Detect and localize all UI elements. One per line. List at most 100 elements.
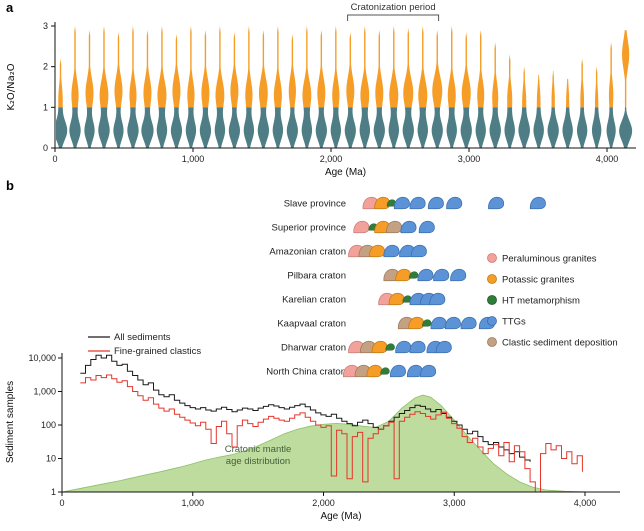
ttg-glyph — [430, 316, 447, 330]
violin-lower — [417, 107, 428, 148]
violin-upper — [447, 26, 456, 108]
cratonic-mantle-area-label: age distribution — [226, 456, 290, 467]
violin-upper — [403, 28, 414, 108]
ttg-glyph — [529, 196, 546, 210]
panel-a-ylabel: K₂O/Na₂O — [6, 63, 17, 110]
ht-glyph — [409, 271, 419, 279]
violin-upper — [551, 70, 555, 108]
ttg-glyph — [444, 316, 461, 330]
panel-b-label: b — [6, 178, 14, 193]
y-tick-label: 10,000 — [28, 353, 56, 363]
y-tick-label: 1,000 — [33, 387, 56, 397]
violin-upper — [566, 78, 570, 108]
ttg-glyph — [418, 220, 435, 234]
potassic-glyph — [371, 340, 388, 354]
violin-lower — [359, 107, 371, 148]
violin-lower — [156, 107, 168, 148]
violin-upper — [273, 26, 282, 108]
panel-a-label: a — [6, 0, 14, 15]
violin-lower — [127, 107, 139, 148]
violin-upper — [245, 26, 253, 108]
x-tick-label: 0 — [52, 154, 57, 164]
legend-label-clastic: Clastic sediment deposition — [502, 338, 618, 349]
violin-upper — [389, 26, 399, 108]
legend-swatch-clastic — [487, 337, 497, 347]
cratonization-bracket — [347, 14, 440, 21]
violin-upper — [258, 30, 268, 108]
craton-label-superior-province: Superior province — [272, 223, 346, 234]
violin-lower — [84, 107, 95, 148]
legend-swatch-potassic — [487, 274, 497, 284]
cratonic-mantle-area-label: Cratonic mantle — [225, 444, 292, 455]
violin-upper — [215, 26, 225, 108]
violin-upper — [288, 34, 296, 108]
violin-lower — [402, 107, 414, 148]
violin-upper — [492, 42, 499, 108]
violin-upper — [114, 32, 123, 108]
violin-lower — [606, 107, 616, 148]
craton-label-pilbara-craton: Pilbara craton — [287, 271, 346, 282]
violin-upper — [187, 26, 195, 108]
series-line-all-sediments — [80, 354, 531, 462]
craton-label-slave-province: Slave province — [284, 199, 346, 210]
violin-lower — [388, 107, 399, 148]
ttg-glyph — [410, 244, 427, 258]
violin-lower — [214, 107, 226, 148]
x-tick-label: 1,000 — [181, 498, 204, 508]
legend-swatch-ht — [487, 295, 497, 305]
violin-upper — [58, 58, 63, 108]
x-tick-label: 4,000 — [596, 154, 619, 164]
violin-lower — [141, 107, 154, 148]
violin-lower — [373, 107, 385, 148]
ttg-glyph — [429, 292, 446, 306]
violin-lower — [98, 107, 110, 148]
violin-lower — [533, 107, 544, 148]
potassic-glyph — [374, 196, 391, 210]
violin-lower — [518, 107, 530, 148]
violin-upper — [346, 32, 355, 108]
y-tick-label: 2 — [43, 62, 48, 72]
series-line-fine-grained-clastics — [80, 374, 583, 493]
legend-swatch-peraluminous — [487, 253, 497, 263]
potassic-glyph — [408, 316, 425, 330]
violin-lower — [504, 107, 515, 148]
y-tick-label: 10 — [46, 454, 56, 464]
y-tick-label: 0 — [43, 143, 48, 153]
violin-upper — [507, 54, 513, 108]
ttg-glyph — [435, 340, 452, 354]
ttg-glyph — [427, 196, 444, 210]
panel-b-xlabel: Age (Ma) — [320, 511, 361, 522]
violin-upper — [332, 26, 340, 108]
violin-lower — [547, 107, 559, 148]
panel-a-violin-chart: 0 1 2 3 0 1,000 2,000 3,000 4,000 Age (Ma) K₂O/Na₂… — [6, 2, 636, 178]
violin-lower — [56, 107, 68, 148]
legend-label-ttg: TTGs — [502, 317, 526, 328]
violin-lower — [257, 107, 270, 148]
violin-upper — [172, 34, 181, 108]
violin-lower — [301, 107, 313, 148]
ttg-glyph — [450, 268, 467, 282]
violin-lower — [460, 107, 472, 148]
cratonic-mantle-area — [61, 394, 592, 493]
violin-lower — [243, 107, 255, 148]
ttg-glyph — [383, 244, 400, 258]
legend-label-ht: HT metamorphism — [502, 296, 580, 307]
x-tick-label: 1,000 — [182, 154, 205, 164]
panel-a-xlabel: Age (Ma) — [325, 167, 366, 178]
violin-upper — [230, 32, 239, 108]
ttg-glyph — [488, 196, 505, 210]
ttg-glyph — [460, 316, 477, 330]
potassic-glyph — [388, 292, 405, 306]
ttg-glyph — [433, 268, 450, 282]
y-tick-label: 1 — [51, 487, 56, 497]
craton-label-amazonian-craton: Amazonian craton — [269, 247, 346, 258]
violin-lower — [272, 107, 284, 148]
ttg-glyph — [390, 364, 406, 378]
violin-upper — [522, 66, 527, 108]
violin-upper — [608, 42, 614, 108]
violin-lower — [69, 107, 81, 148]
violin-lower — [591, 107, 602, 148]
violin-upper — [622, 30, 630, 108]
x-tick-label: 2,000 — [320, 154, 343, 164]
